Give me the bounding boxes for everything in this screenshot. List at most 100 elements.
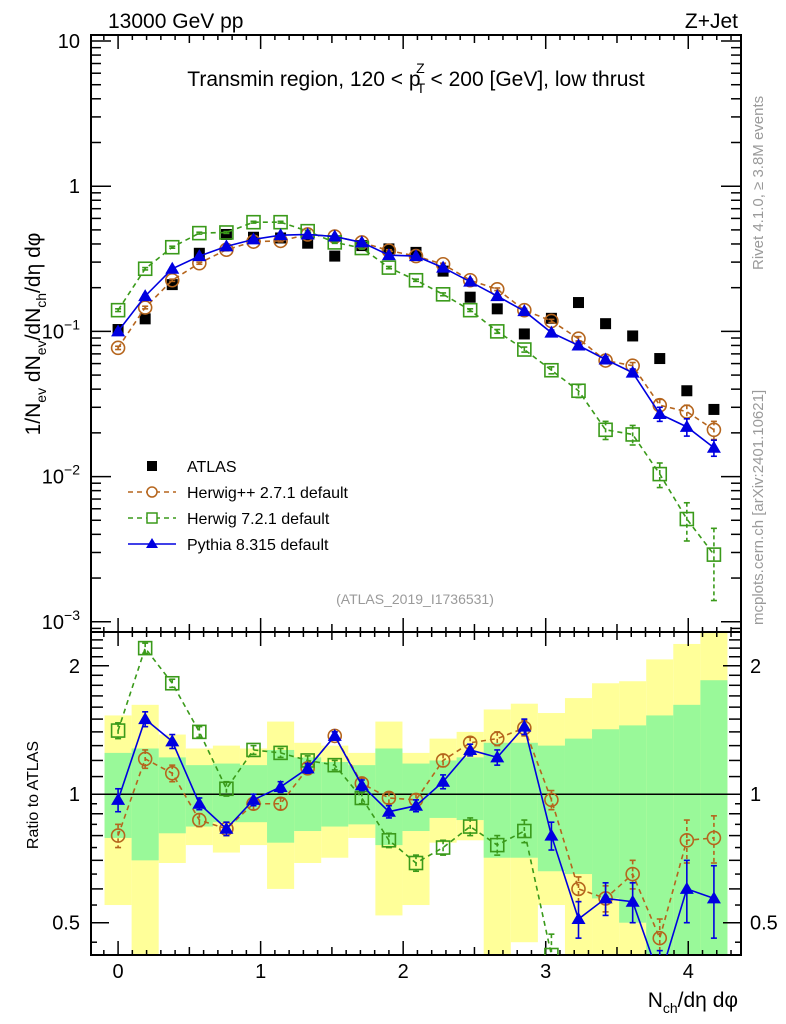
data-point-herwig7	[137, 640, 153, 656]
ratio-y-tick-label: 0.5	[52, 913, 80, 935]
data-point-herwig7	[381, 832, 397, 848]
data-point-pythia	[192, 249, 207, 262]
data-point-pythia	[653, 971, 667, 983]
data-point-herwig7	[219, 225, 234, 240]
data-point-pythia	[571, 338, 586, 351]
data-point-herwig7	[219, 781, 234, 797]
data-point-herwig7	[517, 823, 532, 839]
data-point-pythia	[598, 891, 613, 904]
data-point-herwigpp	[192, 812, 207, 828]
data-point-herwigpp	[489, 731, 505, 746]
data-point-atlas	[329, 250, 341, 262]
legend-marker-triangle	[146, 538, 158, 548]
legend-label: ATLAS	[187, 459, 237, 476]
data-point-pythia	[273, 228, 288, 241]
analysis-annotation: (ATLAS_2019_I1736531)	[336, 591, 494, 607]
data-point-herwig7	[517, 342, 532, 357]
header-left: 13000 GeV pp	[108, 10, 243, 33]
data-point-herwig7	[137, 261, 153, 277]
legend: ATLAS Herwig++ 2.7.1 default Herwig 7.2.1 …	[128, 459, 349, 554]
data-point-herwig7	[652, 466, 668, 482]
y-tick-label: 10−3	[42, 607, 80, 634]
series-line	[117, 233, 715, 431]
data-point-pythia	[679, 881, 694, 894]
ratio-y-tick-label-right: 1	[750, 784, 761, 806]
data-point-herwigpp	[110, 340, 126, 356]
data-point-herwigpp	[706, 830, 722, 846]
data-point-herwig7	[408, 855, 424, 871]
x-tick-label: 3	[540, 961, 551, 983]
y-axis-label: 1/Nev dNev/dNch/dη dφ	[22, 233, 49, 436]
data-point-pythia	[436, 260, 451, 273]
data-point-herwig7	[462, 819, 478, 834]
data-point-herwigpp	[137, 751, 153, 767]
data-point-pythia	[219, 821, 234, 834]
data-point-herwig7	[273, 745, 288, 761]
data-point-atlas	[545, 312, 557, 324]
data-point-atlas	[708, 403, 720, 415]
data-point-herwig7	[572, 1005, 585, 1018]
legend-item: ATLAS	[147, 459, 237, 476]
data-point-pythia	[517, 719, 532, 732]
data-point-pythia	[463, 274, 478, 287]
data-point-herwig7	[489, 837, 505, 853]
legend-label: Pythia 8.315 default	[187, 537, 329, 554]
data-point-pythia	[354, 778, 369, 791]
data-point-pythia	[300, 227, 315, 240]
data-point-herwig7	[164, 239, 180, 255]
data-point-pythia	[138, 289, 153, 302]
y-tick-label: 10	[58, 31, 80, 53]
data-point-pythia	[219, 239, 234, 252]
data-point-herwig7	[489, 324, 505, 339]
data-point-herwigpp	[110, 828, 126, 843]
data-point-herwig7	[164, 675, 180, 691]
data-point-pythia	[490, 750, 505, 763]
data-point-herwig7	[462, 302, 478, 318]
data-point-pythia	[679, 419, 694, 432]
data-point-pythia	[544, 325, 559, 338]
header-right: Z+Jet	[685, 10, 738, 33]
data-point-pythia	[165, 261, 180, 274]
data-point-herwig7	[544, 362, 559, 378]
legend-item: Herwig++ 2.7.1 default	[128, 485, 349, 502]
axis-ticks	[91, 35, 741, 955]
data-point-herwigpp	[571, 881, 586, 897]
ratio-band-inner	[212, 763, 240, 823]
ratio-band-inner	[510, 742, 538, 858]
data-point-herwigpp	[517, 302, 532, 318]
legend-marker-square-filled	[147, 461, 157, 471]
data-point-atlas	[518, 328, 530, 340]
data-point-herwig7	[571, 383, 586, 399]
data-point-pythia	[463, 742, 478, 755]
ratio-band-inner	[158, 757, 186, 834]
data-point-atlas	[681, 385, 693, 397]
data-point-pythia	[354, 235, 369, 248]
data-point-atlas	[600, 318, 612, 330]
data-point-pythia	[165, 734, 180, 747]
mcplots-label: mcplots.cern.ch [arXiv:2401.10621]	[750, 390, 767, 625]
chart-title: Transmin region, 120 < pTZ < 200 [GeV], …	[187, 60, 645, 96]
ratio-y-tick-label: 2	[69, 656, 80, 678]
data-point-pythia	[138, 712, 153, 725]
tick-labels: 0 1 2 3 4 10 1 10−1 10−2 10−3 0.5 0.5 1 1 2 2	[42, 31, 778, 983]
data-point-herwigpp	[625, 866, 640, 882]
series-line	[117, 221, 715, 556]
data-point-herwig7	[598, 422, 613, 438]
data-point-pythia	[381, 804, 396, 817]
legend-item: Herwig 7.2.1 default	[128, 511, 330, 528]
data-point-pythia	[409, 798, 423, 811]
data-point-herwigpp	[706, 422, 722, 438]
ratio-band-inner	[564, 738, 593, 875]
legend-label: Herwig++ 2.7.1 default	[187, 485, 349, 502]
data-point-pythia	[517, 304, 532, 317]
x-tick-label: 4	[683, 961, 694, 983]
data-point-atlas	[627, 330, 639, 342]
data-point-pythia	[625, 894, 640, 907]
legend-label: Herwig 7.2.1 default	[187, 511, 330, 528]
data-point-atlas	[166, 279, 178, 291]
x-tick-label: 2	[398, 961, 409, 983]
x-tick-label: 0	[113, 961, 124, 983]
data-point-herwig7	[354, 790, 370, 806]
data-point-herwigpp	[544, 792, 559, 808]
